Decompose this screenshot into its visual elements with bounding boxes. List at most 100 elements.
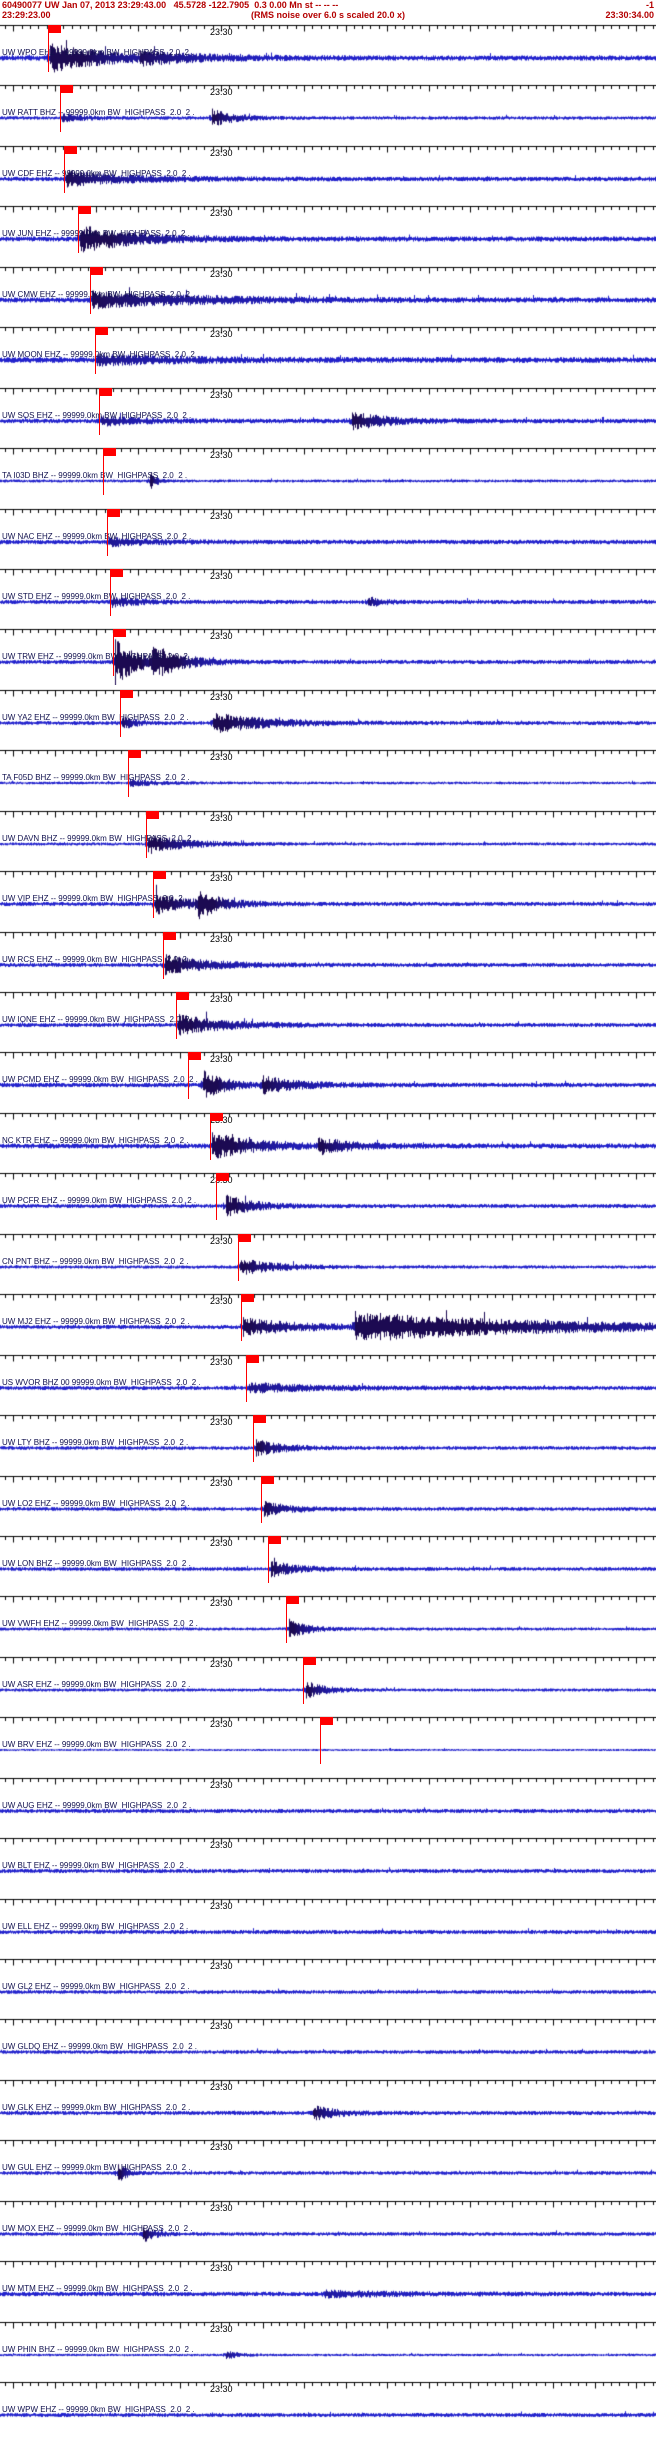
waveform-canvas[interactable] (0, 140, 656, 202)
waveform-canvas[interactable] (0, 322, 656, 384)
station-label: UW BLT EHZ -- 99999.0km BW HIGHPASS 2.0 … (2, 1861, 189, 1871)
waveform-canvas[interactable] (0, 563, 656, 625)
station-label: UW ELL EHZ -- 99999.0km BW HIGHPASS 2.0 … (2, 1921, 189, 1931)
waveform-canvas[interactable] (0, 2014, 656, 2076)
pick-box (110, 568, 123, 577)
waveform-canvas[interactable] (0, 1833, 656, 1895)
phase-pick-marker[interactable] (107, 508, 121, 556)
phase-pick-marker[interactable] (268, 1535, 282, 1583)
waveform-canvas[interactable] (0, 1772, 656, 1834)
trace-row: 23:30 UW ELL EHZ -- 99999.0km BW HIGHPASS… (0, 1893, 656, 1955)
time-axis-label: 23:30 (210, 1235, 233, 1246)
time-axis-label: 23:30 (210, 87, 233, 98)
time-axis-label: 23:30 (210, 2142, 233, 2153)
pick-box (163, 931, 176, 940)
pick-line (176, 992, 177, 1039)
waveform-canvas[interactable] (0, 2377, 656, 2438)
phase-pick-marker[interactable] (303, 1656, 317, 1704)
waveform-canvas[interactable] (0, 20, 656, 81)
waveform-canvas[interactable] (0, 1168, 656, 1230)
waveform-canvas[interactable] (0, 987, 656, 1048)
waveform-canvas[interactable] (0, 1530, 656, 1592)
waveform-canvas[interactable] (0, 1591, 656, 1653)
phase-pick-marker[interactable] (246, 1354, 260, 1402)
phase-pick-marker[interactable] (95, 327, 109, 375)
trace-row: 23:30 US WVOR BHZ 00 99999.0km BW HIGHPAS… (0, 1349, 656, 1411)
pick-box (246, 1354, 259, 1363)
phase-pick-marker[interactable] (48, 25, 62, 72)
phase-pick-marker[interactable] (128, 750, 142, 798)
phase-pick-marker[interactable] (90, 266, 104, 314)
phase-pick-marker[interactable] (64, 145, 78, 193)
phase-pick-marker[interactable] (176, 992, 190, 1039)
waveform-canvas[interactable] (0, 1228, 656, 1290)
station-label: UW MTM EHZ -- 99999.0km BW HIGHPASS 2.0 … (2, 2284, 193, 2294)
time-axis-label: 23:30 (210, 1356, 233, 1367)
waveform-canvas[interactable] (0, 1651, 656, 1713)
pick-box (210, 1112, 223, 1121)
pick-box (241, 1294, 254, 1303)
waveform-canvas[interactable] (0, 1893, 656, 1955)
waveform-canvas[interactable] (0, 926, 656, 988)
phase-pick-marker[interactable] (113, 629, 127, 677)
station-label: UW ASR EHZ -- 99999.0km BW HIGHPASS 2.0 … (2, 1679, 191, 1689)
phase-pick-marker[interactable] (261, 1475, 275, 1523)
phase-pick-marker[interactable] (110, 568, 124, 616)
waveform-canvas[interactable] (0, 261, 656, 323)
waveform-canvas[interactable] (0, 1349, 656, 1411)
station-label: UW MJ2 EHZ -- 99999.0km BW HIGHPASS 2.0 … (2, 1317, 190, 1327)
time-axis-label: 23:30 (210, 510, 233, 521)
waveform-canvas[interactable] (0, 624, 656, 686)
phase-pick-marker[interactable] (163, 931, 177, 979)
time-axis-label: 23:30 (210, 27, 233, 37)
phase-pick-marker[interactable] (216, 1173, 230, 1221)
time-axis-label: 23:30 (210, 1840, 233, 1851)
waveform-canvas[interactable] (0, 1289, 656, 1351)
waveform-canvas[interactable] (0, 745, 656, 807)
phase-pick-marker[interactable] (286, 1596, 300, 1644)
trace-row: 23:30 UW BLT EHZ -- 99999.0km BW HIGHPASS… (0, 1833, 656, 1895)
waveform-canvas[interactable] (0, 2195, 656, 2257)
waveform-canvas[interactable] (0, 2316, 656, 2378)
waveform-canvas[interactable] (0, 1410, 656, 1472)
phase-pick-marker[interactable] (238, 1233, 252, 1281)
station-label: UW SOS EHZ -- 99999.0km BW HIGHPASS 2.0 … (2, 410, 192, 420)
time-axis-label: 23:30 (210, 268, 233, 279)
waveform-canvas[interactable] (0, 80, 656, 142)
phase-pick-marker[interactable] (78, 206, 92, 254)
pick-line (261, 1475, 262, 1523)
trace-row: 23:30 UW GLDQ EHZ -- 99999.0km BW HIGHPAS… (0, 2014, 656, 2076)
waveform-canvas[interactable] (0, 2256, 656, 2318)
waveform-canvas[interactable] (0, 1047, 656, 1109)
phase-pick-marker[interactable] (60, 85, 74, 133)
phase-pick-marker[interactable] (146, 810, 160, 858)
time-axis-label: 23:30 (210, 1961, 233, 1971)
pick-line (107, 508, 108, 556)
waveform-canvas[interactable] (0, 805, 656, 867)
waveform-canvas[interactable] (0, 2135, 656, 2197)
trace-row: 23:30 UW AUG EHZ -- 99999.0km BW HIGHPASS… (0, 1772, 656, 1834)
phase-pick-marker[interactable] (241, 1294, 255, 1342)
time-axis-label: 23:30 (210, 873, 233, 884)
waveform-canvas[interactable] (0, 2074, 656, 2136)
waveform-canvas[interactable] (0, 684, 656, 746)
phase-pick-marker[interactable] (253, 1415, 267, 1463)
time-axis-label: 23:30 (210, 2384, 233, 2395)
waveform-canvas[interactable] (0, 201, 656, 263)
phase-pick-marker[interactable] (320, 1717, 334, 1765)
pick-box (60, 85, 73, 94)
waveform-canvas[interactable] (0, 1107, 656, 1169)
phase-pick-marker[interactable] (210, 1112, 224, 1160)
phase-pick-marker[interactable] (120, 689, 134, 737)
phase-pick-marker[interactable] (188, 1052, 202, 1100)
phase-pick-marker[interactable] (153, 871, 167, 919)
phase-pick-marker[interactable] (99, 387, 113, 435)
waveform-canvas[interactable] (0, 1470, 656, 1532)
phase-pick-marker[interactable] (103, 448, 117, 496)
waveform-canvas[interactable] (0, 1954, 656, 2015)
time-axis-label: 23:30 (210, 1719, 233, 1730)
waveform-canvas[interactable] (0, 866, 656, 928)
pick-line (246, 1354, 247, 1402)
station-label: US WVOR BHZ 00 99999.0km BW HIGHPASS 2.0… (2, 1377, 201, 1387)
